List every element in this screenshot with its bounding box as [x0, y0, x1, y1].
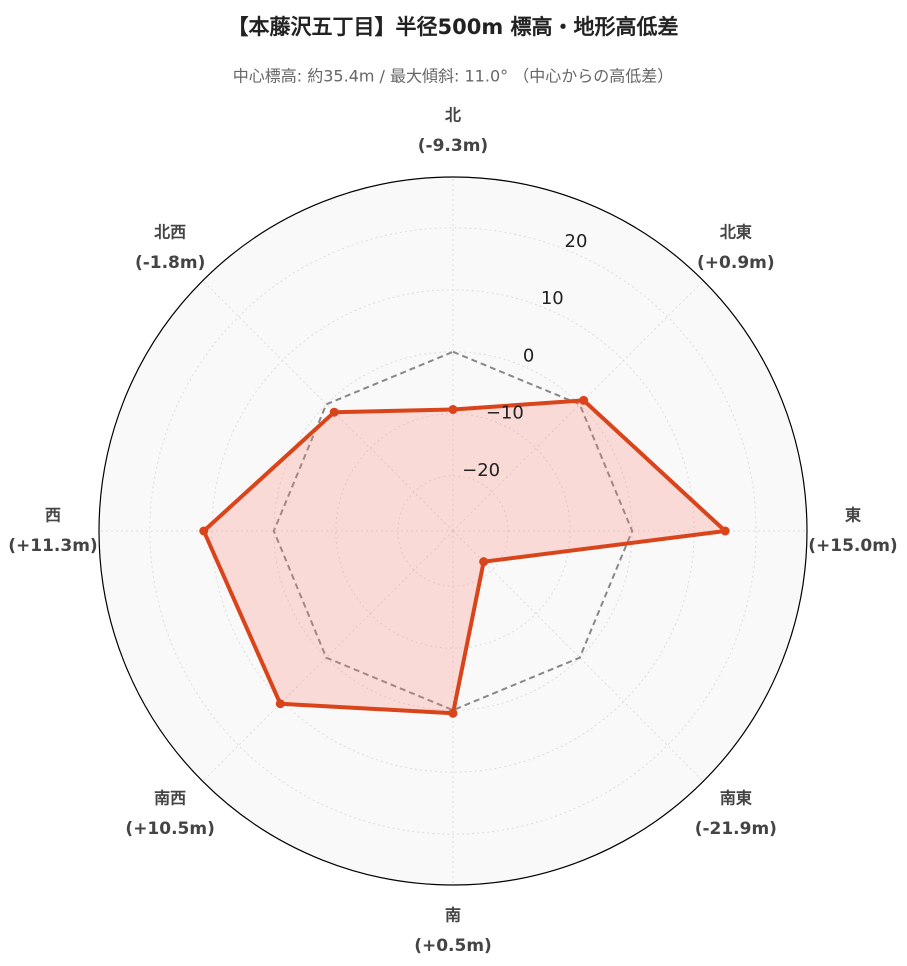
grid-circle [149, 227, 757, 835]
angular-grid-line [452, 280, 704, 532]
outer-circle [98, 176, 808, 886]
data-point [448, 708, 458, 718]
radial-tick-label: −10 [486, 403, 524, 424]
value-label: (+11.3m) [8, 536, 97, 556]
data-point [329, 407, 339, 417]
value-label: (-21.9m) [695, 819, 777, 839]
category-label: 北東 [720, 223, 752, 242]
value-label: (+15.0m) [808, 536, 897, 556]
radial-tick-label: −20 [462, 460, 500, 481]
data-point [579, 395, 589, 405]
value-label: (+10.5m) [125, 819, 214, 839]
data-point [448, 404, 458, 414]
angular-grid-line [452, 530, 704, 782]
data-point [720, 526, 730, 536]
category-label: 南東 [720, 788, 752, 807]
chart-title: 【本藤沢五丁目】半径500m 標高・地形高低差 [227, 15, 678, 39]
radial-tick-label: 10 [541, 288, 564, 309]
category-label: 東 [845, 506, 861, 525]
data-point [199, 526, 209, 536]
category-label: 北西 [154, 223, 186, 242]
data-point [275, 699, 285, 709]
angular-grid-line [202, 530, 454, 782]
data-point [479, 557, 489, 567]
value-label: (+0.9m) [697, 253, 775, 273]
value-label: (-9.3m) [418, 136, 488, 156]
chart-subtitle: 中心標高: 約35.4m / 最大傾斜: 11.0° （中心からの高低差） [233, 67, 673, 86]
angular-grid-line [202, 280, 454, 532]
category-label: 南 [445, 906, 461, 925]
radial-tick-label: 20 [565, 231, 588, 252]
category-label: 西 [45, 506, 61, 525]
reference-line [272, 350, 634, 712]
value-label: (+0.5m) [414, 936, 492, 956]
category-label: 北 [445, 106, 461, 125]
category-label: 南西 [154, 788, 186, 807]
radial-tick-label: 0 [523, 345, 534, 366]
value-label: (-1.8m) [135, 253, 205, 273]
